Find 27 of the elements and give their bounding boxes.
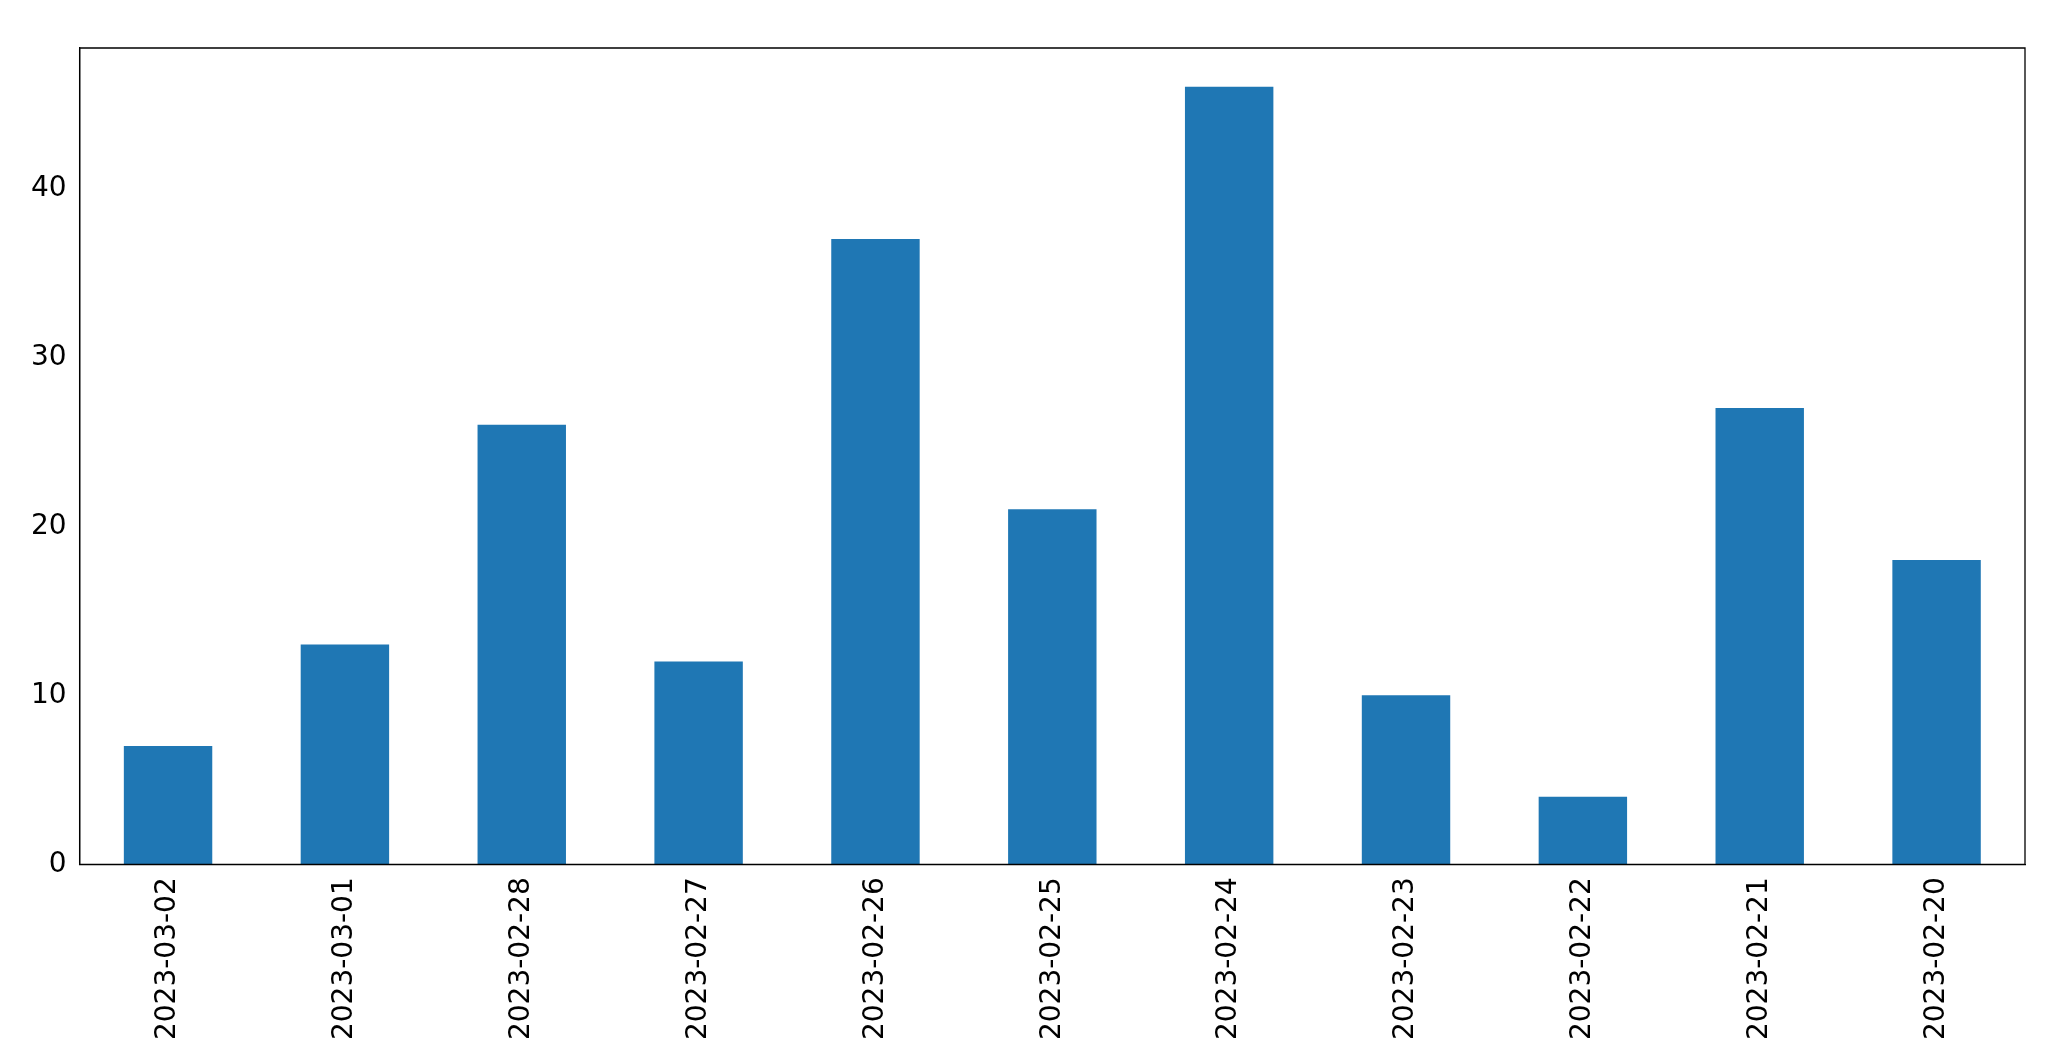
bar <box>1538 796 1628 865</box>
x-tick-label: 2023-02-20 <box>1917 877 1951 1041</box>
x-tick-label: 2023-03-02 <box>149 877 183 1041</box>
x-tick-label: 2023-02-21 <box>1741 877 1774 1041</box>
bar <box>123 745 213 865</box>
bar <box>831 238 920 865</box>
bar <box>1892 560 1981 865</box>
bar <box>1008 509 1097 865</box>
x-tick-label: 2023-02-25 <box>1033 877 1067 1041</box>
bar <box>300 644 390 865</box>
x-tick-label: 2023-02-23 <box>1387 877 1421 1041</box>
y-tick-label: 20 <box>30 507 67 541</box>
x-tick-label: 2023-02-28 <box>503 877 537 1041</box>
y-tick-label: 30 <box>30 338 67 372</box>
bar <box>477 424 566 865</box>
bar <box>654 661 743 865</box>
x-tick-label: 2023-02-27 <box>679 877 713 1041</box>
bar <box>1715 407 1804 865</box>
bar <box>1184 86 1274 865</box>
bar <box>1361 695 1451 865</box>
y-tick-label: 0 <box>48 845 67 879</box>
y-tick-label: 40 <box>30 169 67 203</box>
x-tick-label: 2023-02-22 <box>1564 877 1598 1041</box>
x-tick-label: 2023-02-26 <box>856 877 890 1041</box>
y-tick-label: 10 <box>30 676 67 710</box>
x-tick-label: 2023-02-24 <box>1210 877 1244 1041</box>
x-tick-label: 2023-03-01 <box>326 877 360 1041</box>
